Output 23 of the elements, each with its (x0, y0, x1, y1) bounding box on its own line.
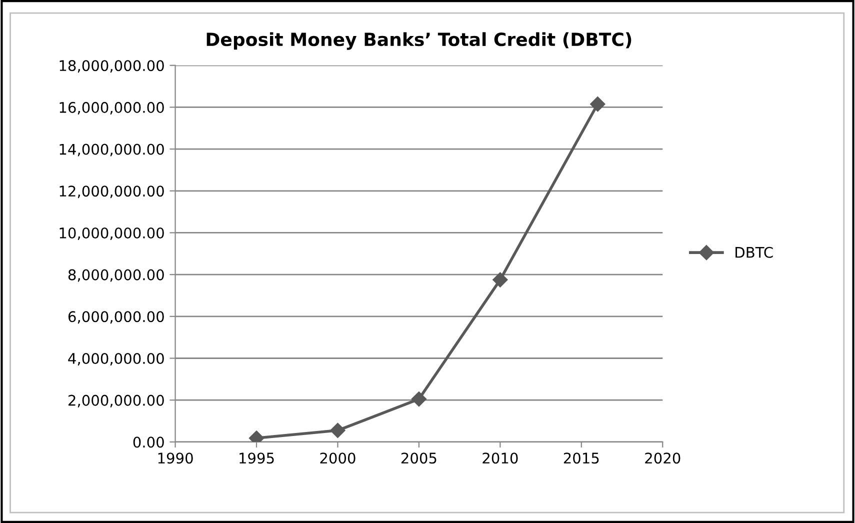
y-tick-label: 0.00 (133, 436, 164, 448)
y-tick-label: 12,000,000.00 (60, 186, 164, 198)
y-tick-label: 4,000,000.00 (68, 352, 164, 366)
y-tick-label: 14,000,000.00 (60, 144, 164, 156)
x-tick-label: 1995 (240, 452, 274, 464)
y-tick-label: 10,000,000.00 (60, 227, 164, 240)
point (330, 422, 346, 438)
x-tick-label: 2020 (645, 452, 680, 464)
point (590, 96, 606, 112)
y-tick-label: 18,000,000.00 (60, 60, 164, 73)
x-tick-label: 1990 (158, 452, 193, 464)
point (492, 272, 508, 288)
point (411, 391, 427, 407)
y-tick-label: 16,000,000.00 (60, 102, 164, 114)
legend-label: DBTC (736, 246, 773, 258)
x-tick-label: 2000 (320, 452, 356, 464)
chart-title: Deposit Money Banks’ Total Credit (DBTC) (206, 32, 632, 50)
x-tick-label: 2005 (401, 452, 436, 464)
x-tick-label: 2010 (482, 452, 518, 464)
y-tick-label: 6,000,000.00 (68, 311, 164, 324)
y-tick-label: 2,000,000.00 (68, 394, 164, 408)
y-tick-label: 8,000,000.00 (68, 269, 164, 282)
x-tick-label: 2015 (564, 452, 599, 464)
